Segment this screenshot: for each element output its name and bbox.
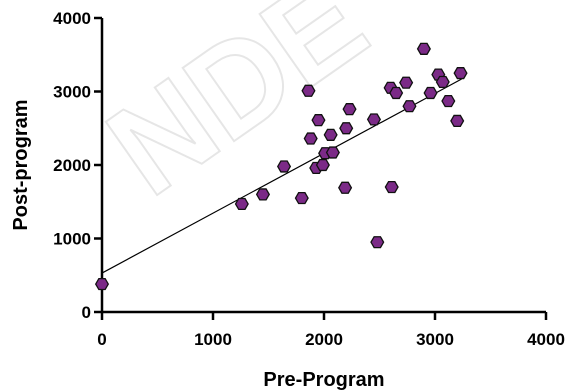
y-tick-label: 0 [82,303,91,322]
y-tick-label: 4000 [53,9,91,28]
data-point [389,86,404,100]
x-tick-label: 1000 [194,330,232,349]
y-axis: 0 1000 2000 3000 4000 [53,9,104,322]
y-tick-label: 2000 [53,156,91,175]
data-point [323,128,338,141]
x-tick-label: 3000 [416,330,454,349]
x-tick-label: 0 [97,330,106,349]
data-point [384,180,399,194]
data-point [338,181,353,194]
data-point [366,113,382,126]
data-point [301,84,316,97]
data-point [435,75,450,89]
x-axis-title: Pre-Program [263,369,384,391]
x-tick-label: 2000 [305,330,343,349]
data-point [416,42,431,55]
data-point [339,122,354,135]
data-point [441,94,456,108]
data-point [370,236,385,249]
data-point [325,146,340,159]
y-axis-title: Post-program [10,99,32,230]
data-point [311,114,326,127]
data-point [453,67,468,80]
data-point [94,277,110,291]
x-axis: 0 1000 2000 3000 4000 [97,310,565,349]
data-point [423,86,438,100]
data-point [399,76,414,89]
y-tick-label: 1000 [53,230,91,249]
data-point [342,103,357,116]
x-tick-label: 4000 [527,330,565,349]
data-point [315,158,330,172]
data-point [303,132,318,145]
points-group [94,42,468,291]
data-point [402,100,417,113]
data-point [276,160,292,173]
regression-fit-line [101,78,462,274]
fit-line-group [101,78,462,274]
data-point [255,188,271,201]
y-tick-label: 3000 [53,83,91,102]
data-point [294,191,309,205]
data-point [234,197,249,211]
data-point [450,114,465,128]
